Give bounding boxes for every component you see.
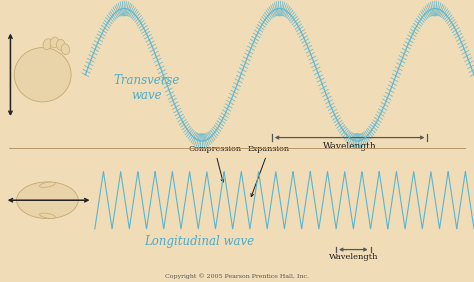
Ellipse shape [61, 44, 70, 55]
Text: Copyright © 2005 Pearson Prentice Hall, Inc.: Copyright © 2005 Pearson Prentice Hall, … [165, 274, 309, 279]
Ellipse shape [43, 39, 52, 50]
Ellipse shape [17, 182, 78, 219]
Text: Longitudinal wave: Longitudinal wave [144, 235, 254, 248]
Ellipse shape [50, 37, 59, 48]
Text: Expansion: Expansion [248, 145, 290, 197]
Ellipse shape [56, 39, 65, 50]
Ellipse shape [14, 48, 71, 102]
Text: Transverse
wave: Transverse wave [114, 74, 180, 102]
Ellipse shape [39, 182, 55, 188]
Text: Wavelength: Wavelength [323, 142, 376, 151]
Text: Wavelength: Wavelength [328, 253, 378, 261]
Text: Compression: Compression [188, 145, 241, 182]
Ellipse shape [39, 213, 55, 219]
